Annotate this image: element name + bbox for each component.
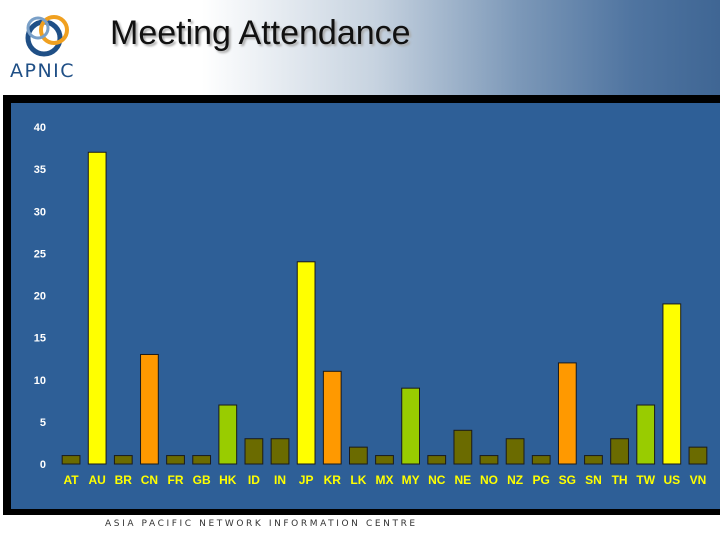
x-tick-label: KR [324, 473, 342, 487]
x-tick-label: CN [141, 473, 158, 487]
x-tick-label: TW [636, 473, 655, 487]
x-tick-label: MY [402, 473, 420, 487]
y-tick-label: 25 [34, 248, 46, 260]
logo-text: APNIC [10, 60, 76, 82]
x-tick-label: NE [455, 473, 472, 487]
bar-id [244, 438, 264, 465]
bar-my [401, 387, 421, 465]
bar-sg [557, 362, 577, 465]
bar-kr [322, 370, 342, 465]
y-tick-label: 10 [34, 375, 46, 387]
bar-chart: 0 5 10 15 20 25 30 35 40 AT AU BR CN FR GB HK ID IN JP KR LK… [34, 122, 708, 487]
bar-nc [427, 455, 447, 465]
x-tick-label: SG [559, 473, 576, 487]
bar-mx [375, 455, 394, 465]
y-tick-label: 40 [34, 122, 46, 134]
y-tick-label: 0 [40, 459, 46, 471]
y-tick-label: 30 [34, 206, 46, 218]
chart-frame: 0 5 10 15 20 25 30 35 40 AT AU BR CN FR GB HK ID IN JP KR LK… [3, 95, 720, 515]
bar-hk [218, 404, 238, 465]
bar-sn [584, 455, 603, 465]
chart-plot-area: 0 5 10 15 20 25 30 35 40 AT AU BR CN FR GB HK ID IN JP KR LK… [11, 103, 720, 509]
x-tick-label: JP [299, 473, 314, 487]
x-tick-label: FR [168, 473, 184, 487]
y-tick-label: 5 [40, 417, 46, 429]
x-tick-label: US [663, 473, 680, 487]
bar-ne [453, 429, 473, 465]
x-tick-label: PG [533, 473, 550, 487]
bar-tw [636, 404, 656, 465]
x-tick-label: VN [690, 473, 707, 487]
bar-fr [166, 455, 185, 465]
x-tick-label: MX [376, 473, 394, 487]
bar-br [113, 455, 133, 465]
x-tick-label: ID [248, 473, 260, 487]
x-tick-label: BR [115, 473, 133, 487]
footer-band [0, 515, 720, 540]
x-tick-label: NZ [507, 473, 523, 487]
apnic-logo [25, 15, 69, 57]
bar-th [610, 438, 629, 465]
x-tick-label: AU [89, 473, 106, 487]
bar-in [270, 438, 290, 465]
x-tick-label: NO [480, 473, 498, 487]
bar-vn [688, 446, 708, 465]
bar-us [662, 303, 682, 465]
bar-nz [505, 438, 525, 465]
bar-pg [531, 455, 551, 465]
x-tick-label: HK [219, 473, 237, 487]
bar-jp [296, 261, 316, 465]
bar-gb [192, 455, 212, 465]
x-tick-label: GB [193, 473, 211, 487]
x-tick-label: AT [64, 473, 80, 487]
slide-title: Meeting Attendance [110, 14, 411, 52]
y-tick-label: 20 [34, 291, 46, 303]
bar-at [61, 455, 81, 465]
x-tick-label: NC [428, 473, 446, 487]
x-tick-label: TH [612, 473, 628, 487]
bar-au [87, 151, 107, 465]
bar-no [479, 455, 499, 465]
x-tick-label: LK [350, 473, 366, 487]
x-tick-label: SN [585, 473, 602, 487]
footer-text: ASIA PACIFIC NETWORK INFORMATION CENTRE [105, 519, 418, 529]
y-tick-label: 35 [34, 164, 46, 176]
x-tick-label: IN [274, 473, 286, 487]
slide-header: APNIC Meeting Attendance [0, 0, 720, 96]
y-tick-label: 15 [34, 333, 46, 345]
bar-cn [140, 353, 159, 465]
bar-lk [348, 446, 368, 465]
